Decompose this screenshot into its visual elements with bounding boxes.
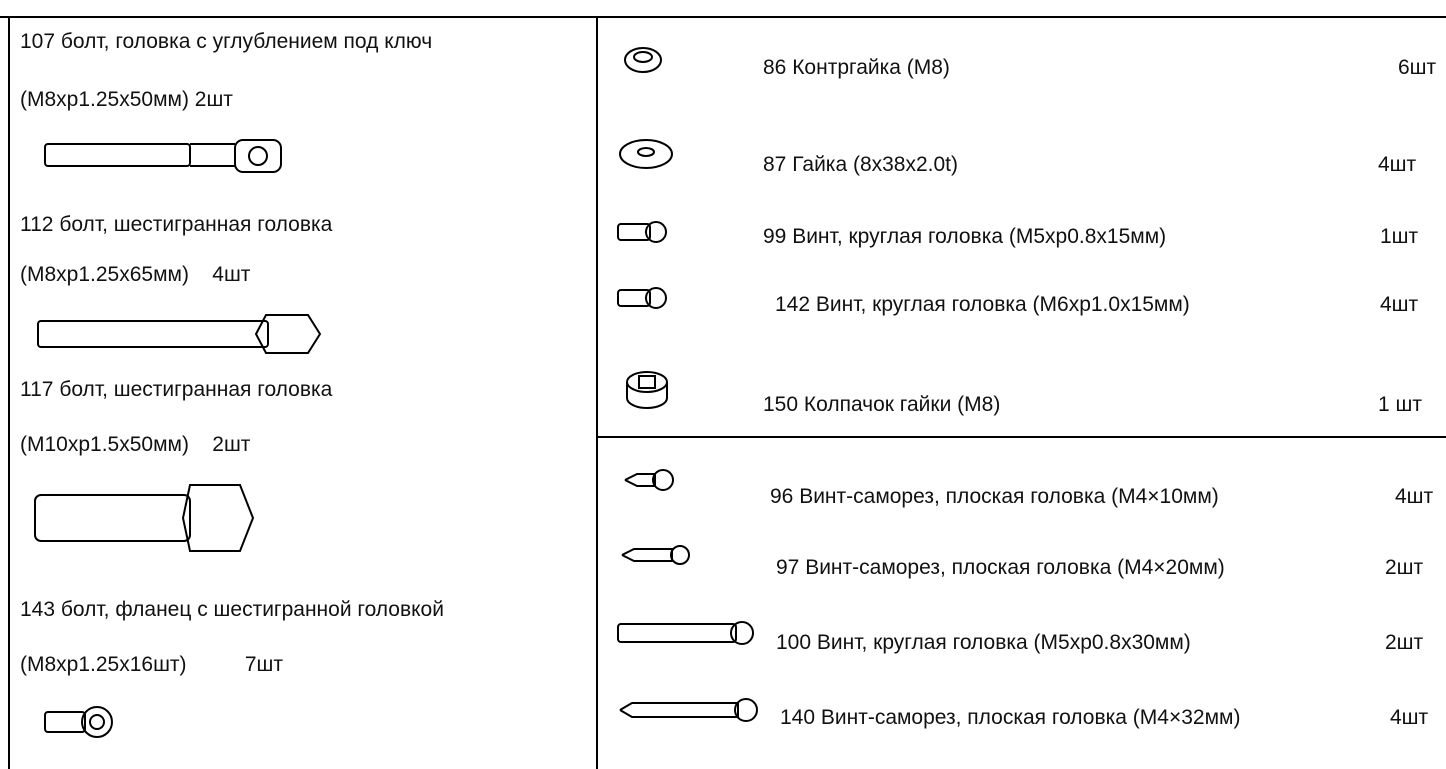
item-name: 140 Винт-саморез, плоская головка (M4×32… — [780, 706, 1241, 729]
item-qty: 2шт — [1385, 631, 1424, 654]
item-qty: 1 шт — [1378, 393, 1422, 416]
item-name: 150 Колпачок гайки (M8) — [763, 393, 1001, 416]
item-name: 87 Гайка (8x38x2.0t) — [763, 153, 959, 176]
item-qty: 2шт — [1385, 556, 1424, 579]
item-spec: (M8xp1.25x16шт) 7шт — [20, 653, 284, 676]
item-name: 142 Винт, круглая головка (M6xp1.0x15мм) — [775, 293, 1190, 316]
item-spec: (M8xp1.25x50мм) 2шт — [20, 88, 233, 111]
item-qty: 4шт — [1395, 485, 1434, 508]
item-title: 143 болт, фланец с шестигранной головкой — [20, 598, 444, 621]
item-name: 100 Винт, круглая головка (M5xp0.8x30мм) — [776, 631, 1191, 654]
item-title: 107 болт, головка с углублением под ключ — [20, 30, 433, 53]
item-spec: (M8xp1.25x65мм) 4шт — [20, 263, 251, 286]
item-qty: 6шт — [1398, 56, 1437, 79]
item-qty: 4шт — [1378, 153, 1417, 176]
item-qty: 4шт — [1390, 706, 1429, 729]
item-name: 96 Винт-саморез, плоская головка (M4×10м… — [770, 485, 1219, 508]
item-qty: 4шт — [1380, 293, 1419, 316]
item-title: 117 болт, шестигранная головка — [20, 378, 333, 401]
item-title: 112 болт, шестигранная головка — [20, 213, 333, 236]
item-spec: (M10xp1.5x50мм) 2шт — [20, 433, 251, 456]
item-name: 97 Винт-саморез, плоская головка (M4×20м… — [776, 556, 1225, 579]
item-name: 86 Контргайка (M8) — [763, 56, 950, 79]
item-qty: 1шт — [1380, 225, 1419, 248]
item-name: 99 Винт, круглая головка (M5xp0.8x15мм) — [763, 225, 1167, 248]
